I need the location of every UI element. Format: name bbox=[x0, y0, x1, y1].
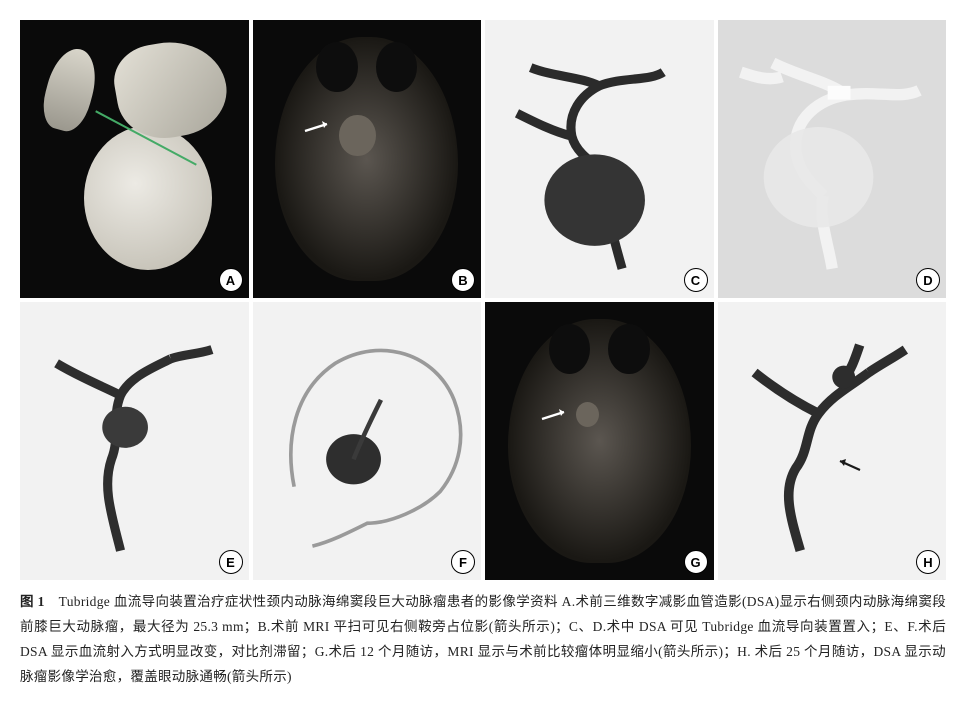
panel-label-d: D bbox=[916, 268, 940, 292]
arrow-icon bbox=[303, 120, 337, 134]
panel-label-text: B bbox=[458, 273, 467, 288]
panel-label-text: C bbox=[691, 273, 700, 288]
panel-label-a: A bbox=[219, 268, 243, 292]
panel-label-text: H bbox=[923, 555, 932, 570]
panel-d: D bbox=[718, 20, 947, 298]
angiogram-icon bbox=[20, 302, 249, 580]
panel-label-f: F bbox=[451, 550, 475, 574]
arrow-icon bbox=[832, 458, 862, 472]
panel-g: G bbox=[485, 302, 714, 580]
skull-lateral-icon bbox=[253, 302, 482, 580]
panel-h: H bbox=[718, 302, 947, 580]
panel-f: F bbox=[253, 302, 482, 580]
panel-b: B bbox=[253, 20, 482, 298]
panel-label-b: B bbox=[451, 268, 475, 292]
angiogram-icon bbox=[485, 20, 714, 298]
panel-label-text: A bbox=[226, 273, 235, 288]
panel-label-c: C bbox=[684, 268, 708, 292]
figure-panel-grid: A B C D E bbox=[20, 20, 946, 580]
angiogram-icon bbox=[718, 20, 947, 298]
panel-label-text: D bbox=[923, 273, 932, 288]
arrow-icon bbox=[540, 408, 574, 422]
angiogram-icon bbox=[718, 302, 947, 580]
panel-label-g: G bbox=[684, 550, 708, 574]
panel-label-e: E bbox=[219, 550, 243, 574]
figure-number: 图 1 bbox=[20, 594, 45, 609]
panel-label-h: H bbox=[916, 550, 940, 574]
panel-label-text: E bbox=[226, 555, 235, 570]
panel-a: A bbox=[20, 20, 249, 298]
panel-c: C bbox=[485, 20, 714, 298]
panel-label-text: G bbox=[690, 555, 700, 570]
panel-label-text: F bbox=[459, 555, 467, 570]
figure-caption: 图 1 Tubridge 血流导向装置治疗症状性颈内动脉海绵窦段巨大动脉瘤患者的… bbox=[20, 590, 946, 690]
panel-e: E bbox=[20, 302, 249, 580]
figure-caption-text: Tubridge 血流导向装置治疗症状性颈内动脉海绵窦段巨大动脉瘤患者的影像学资… bbox=[20, 594, 946, 684]
